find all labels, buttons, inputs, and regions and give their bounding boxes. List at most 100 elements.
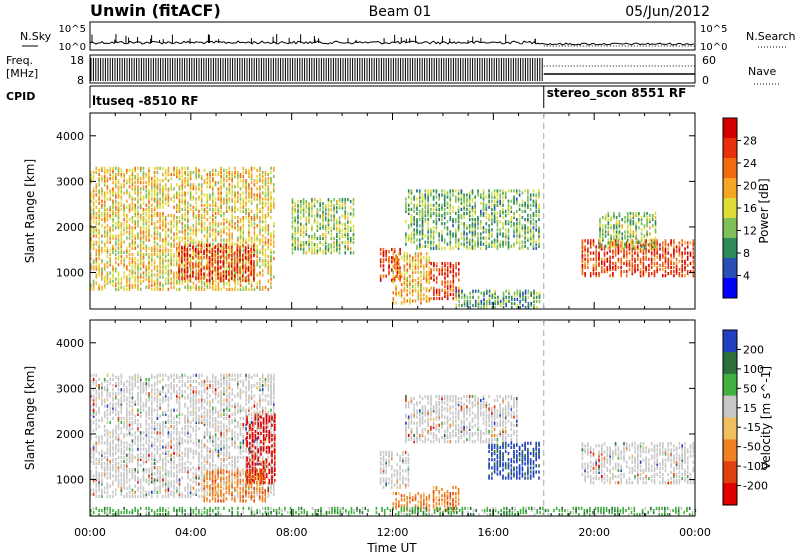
data-cell	[181, 213, 184, 218]
data-cell	[589, 243, 592, 247]
data-cell	[220, 203, 222, 207]
data-cell	[131, 197, 134, 201]
data-cell	[120, 168, 123, 172]
data-cell	[242, 274, 244, 278]
data-cell	[513, 211, 515, 216]
data-cell	[602, 230, 604, 234]
data-cell	[613, 234, 615, 238]
data-cell	[250, 256, 252, 260]
data-cell	[338, 234, 341, 239]
data-cell	[176, 259, 178, 263]
data-cell	[598, 251, 600, 255]
data-cell	[642, 272, 645, 276]
data-cell	[170, 259, 172, 263]
data-cell	[463, 195, 465, 199]
data-cell	[142, 195, 145, 199]
data-cell	[654, 211, 657, 216]
data-cell	[261, 273, 264, 277]
data-cell	[352, 228, 355, 232]
data-cell	[480, 222, 482, 226]
data-cell	[480, 213, 482, 218]
data-cell	[159, 252, 161, 257]
data-cell	[148, 220, 150, 224]
data-cell	[92, 207, 95, 211]
data-cell	[126, 205, 128, 209]
data-cell	[231, 224, 233, 228]
data-cell	[145, 234, 148, 238]
data-cell	[452, 274, 455, 278]
data-cell	[101, 179, 103, 183]
data-cell	[273, 224, 275, 228]
data-cell	[112, 220, 114, 224]
data-cell	[692, 243, 695, 247]
data-cell	[589, 245, 592, 249]
data-cell	[164, 224, 167, 228]
data-cell	[419, 195, 421, 199]
data-cell	[90, 437, 92, 441]
data-cell	[200, 270, 202, 274]
data-cell	[192, 209, 195, 213]
data-cell	[95, 205, 98, 209]
data-cell	[300, 232, 302, 236]
data-cell	[460, 207, 463, 211]
data-cell	[449, 189, 452, 193]
data-cell	[305, 241, 308, 245]
data-cell	[139, 261, 142, 265]
data-cell	[109, 230, 111, 234]
data-cell	[421, 193, 424, 197]
data-cell	[430, 230, 432, 234]
data-cell	[220, 195, 222, 199]
data-cell	[618, 211, 621, 216]
data-cell	[684, 247, 686, 251]
data-cell	[407, 203, 410, 207]
data-cell	[438, 232, 440, 236]
data-cell	[521, 199, 524, 203]
data-cell	[156, 226, 159, 230]
data-cell	[438, 197, 440, 201]
data-cell	[291, 232, 294, 236]
data-cell	[261, 181, 264, 185]
data-cell	[194, 254, 197, 258]
data-cell	[214, 268, 216, 272]
data-cell	[173, 275, 175, 279]
data-cell	[457, 238, 460, 242]
data-cell	[425, 280, 428, 285]
data-cell	[162, 187, 164, 191]
data-cell	[626, 220, 629, 224]
data-cell	[406, 280, 408, 285]
data-cell	[270, 259, 272, 263]
data-cell	[256, 211, 258, 216]
data-cell	[409, 297, 411, 301]
data-cell	[446, 203, 449, 207]
data-cell	[142, 246, 145, 250]
data-cell	[406, 256, 408, 260]
data-cell	[639, 261, 642, 265]
data-cell	[463, 226, 465, 230]
data-cell	[187, 224, 189, 228]
data-cell	[128, 203, 131, 207]
data-cell	[90, 427, 92, 431]
data-cell	[529, 242, 532, 246]
data-cell	[435, 207, 438, 211]
data-cell	[217, 266, 219, 270]
data-cell	[203, 283, 206, 287]
data-cell	[302, 249, 305, 253]
data-cell	[424, 205, 427, 209]
data-cell	[101, 199, 103, 203]
data-cell	[433, 292, 435, 296]
data-cell	[253, 264, 255, 268]
data-cell	[474, 218, 476, 222]
data-cell	[247, 243, 250, 247]
data-cell	[253, 193, 256, 197]
data-cell	[617, 247, 620, 251]
data-cell	[170, 222, 172, 226]
data-cell	[230, 264, 233, 268]
data-cell	[184, 185, 186, 189]
data-cell	[242, 285, 245, 289]
data-cell	[482, 195, 485, 199]
data-cell	[587, 239, 589, 243]
data-cell	[589, 251, 592, 255]
data-cell	[206, 230, 209, 234]
data-cell	[675, 261, 678, 265]
data-cell	[421, 230, 424, 234]
